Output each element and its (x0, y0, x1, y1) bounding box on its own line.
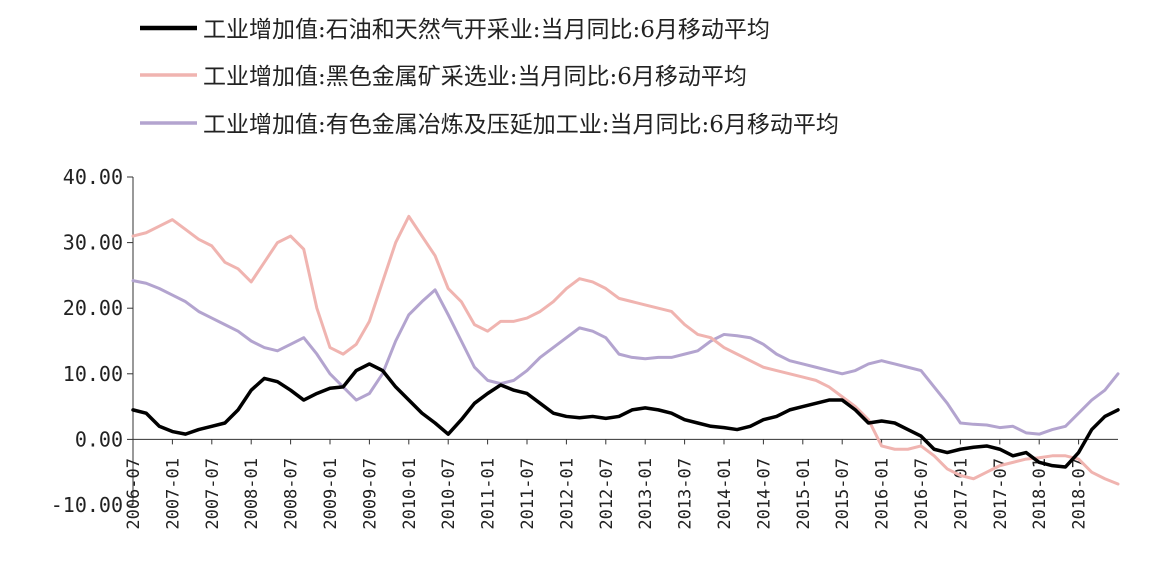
y-tick-label: 30.00 (63, 231, 123, 255)
x-tick-label: 2010-01 (400, 458, 420, 530)
x-tick-label: 2011-01 (479, 458, 499, 530)
y-tick-label: 20.00 (63, 296, 123, 320)
x-tick-label: 2008-01 (242, 458, 262, 530)
x-tick-label: 2018-01 (1030, 458, 1050, 530)
x-tick-label: 2006-07 (124, 458, 144, 530)
x-tick-label: 2018-07 (1070, 458, 1090, 530)
x-tick-label: 2007-01 (163, 458, 183, 530)
x-tick-label: 2010-07 (439, 458, 459, 530)
axes: 40.00 30.00 20.00 10.00 0.00 -10.00 2006-07 200… (51, 165, 1118, 530)
y-tick-label: 40.00 (63, 165, 123, 189)
legend-label: 工业增加值:有色金属冶炼及压延加工业:当月同比:6月移动平均 (203, 112, 839, 138)
x-tick-label: 2012-01 (557, 458, 577, 530)
legend-item-2: 工业增加值:黑色金属矿采选业:当月同比:6月移动平均 (140, 64, 747, 90)
x-tick-label: 2016-07 (912, 458, 932, 530)
x-tick-label: 2015-07 (833, 458, 853, 530)
x-tick-label: 2009-07 (360, 458, 380, 530)
x-tick-label: 2016-01 (873, 458, 893, 530)
x-tick-label: 2007-07 (203, 458, 223, 530)
y-tick-label: 0.00 (75, 427, 123, 451)
series-line-3 (131, 279, 1120, 436)
legend-item-3: 工业增加值:有色金属冶炼及压延加工业:当月同比:6月移动平均 (140, 112, 839, 138)
legend: 工业增加值:石油和天然气开采业:当月同比:6月移动平均工业增加值:黑色金属矿采选… (140, 17, 839, 138)
series-line-1 (131, 362, 1120, 469)
legend-item-1: 工业增加值:石油和天然气开采业:当月同比:6月移动平均 (140, 17, 770, 43)
x-tick-label: 2017-01 (951, 458, 971, 530)
series-lines (131, 214, 1120, 486)
x-tick-label: 2017-07 (991, 458, 1011, 530)
legend-label: 工业增加值:石油和天然气开采业:当月同比:6月移动平均 (203, 17, 770, 43)
y-tick-label: 10.00 (63, 362, 123, 386)
x-tick-label: 2014-07 (754, 458, 774, 530)
x-tick-label: 2008-07 (282, 458, 302, 530)
x-tick-label: 2013-07 (676, 458, 696, 530)
x-tick-label: 2015-01 (794, 458, 814, 530)
x-tick-label: 2011-07 (518, 458, 538, 530)
legend-label: 工业增加值:黑色金属矿采选业:当月同比:6月移动平均 (203, 64, 747, 90)
x-tick-label: 2012-07 (597, 458, 617, 530)
x-tick-label: 2013-01 (636, 458, 656, 530)
y-tick-label: -10.00 (51, 493, 123, 517)
x-tick-label: 2009-01 (321, 458, 341, 530)
x-tick-label: 2014-01 (715, 458, 735, 530)
series-line-2 (131, 214, 1120, 486)
